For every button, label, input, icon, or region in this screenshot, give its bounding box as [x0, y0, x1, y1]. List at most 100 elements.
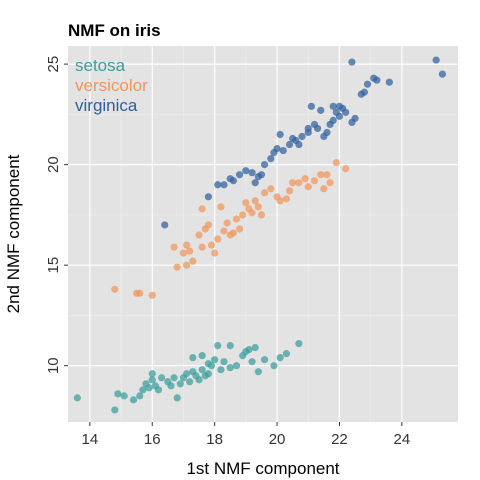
- point-versicolor: [189, 257, 197, 265]
- point-virginica: [220, 181, 228, 189]
- data-points: [73, 56, 446, 414]
- point-setosa: [251, 344, 259, 352]
- point-versicolor: [295, 179, 303, 187]
- point-setosa: [282, 350, 290, 358]
- point-setosa: [145, 384, 153, 392]
- point-virginica: [342, 108, 350, 116]
- point-versicolor: [207, 241, 216, 249]
- point-versicolor: [326, 179, 334, 187]
- y-tick-label: 10: [45, 357, 62, 374]
- point-virginica: [373, 76, 381, 84]
- point-virginica: [248, 169, 256, 177]
- legend-virginica: virginica: [75, 96, 138, 115]
- point-versicolor: [211, 249, 219, 257]
- point-virginica: [260, 161, 269, 169]
- point-versicolor: [229, 229, 237, 237]
- point-versicolor: [320, 185, 328, 193]
- point-versicolor: [342, 165, 350, 173]
- point-setosa: [154, 386, 163, 394]
- point-setosa: [204, 360, 212, 368]
- point-virginica: [279, 146, 287, 155]
- point-virginica: [360, 88, 368, 96]
- point-versicolor: [220, 227, 228, 235]
- point-virginica: [161, 221, 169, 229]
- legend-setosa: setosa: [75, 56, 126, 75]
- point-virginica: [335, 102, 344, 110]
- point-virginica: [329, 102, 337, 110]
- chart-title: NMF on iris: [68, 21, 161, 40]
- point-setosa: [148, 376, 156, 384]
- point-setosa: [167, 382, 175, 390]
- point-setosa: [173, 394, 181, 402]
- point-versicolor: [285, 187, 294, 195]
- point-virginica: [251, 179, 259, 187]
- point-versicolor: [289, 179, 297, 187]
- point-setosa: [254, 368, 262, 376]
- point-setosa: [220, 358, 228, 366]
- point-setosa: [276, 354, 284, 362]
- axis-ticks: 14 16 18 20 22 24 10 15 20 25: [45, 56, 410, 448]
- legend-versicolor: versicolor: [75, 76, 148, 95]
- point-setosa: [189, 354, 197, 362]
- point-versicolor: [282, 195, 290, 203]
- point-versicolor: [304, 183, 312, 191]
- point-virginica: [270, 148, 278, 157]
- point-versicolor: [232, 215, 241, 223]
- point-setosa: [158, 374, 166, 382]
- point-versicolor: [136, 289, 144, 297]
- point-setosa: [198, 352, 206, 360]
- point-setosa: [176, 380, 184, 388]
- point-versicolor: [173, 263, 181, 271]
- point-virginica: [295, 140, 303, 149]
- point-versicolor: [301, 175, 309, 183]
- point-versicolor: [182, 241, 191, 249]
- point-setosa: [136, 392, 144, 400]
- point-virginica: [298, 132, 306, 141]
- point-setosa: [214, 341, 222, 350]
- point-versicolor: [111, 285, 119, 293]
- point-versicolor: [323, 171, 331, 179]
- point-setosa: [295, 339, 303, 348]
- point-versicolor: [332, 159, 340, 167]
- point-virginica: [236, 171, 244, 179]
- point-virginica: [276, 130, 284, 139]
- point-versicolor: [204, 221, 212, 229]
- point-setosa: [120, 392, 128, 400]
- point-virginica: [285, 140, 294, 149]
- point-versicolor: [217, 203, 225, 211]
- point-virginica: [314, 124, 322, 133]
- x-tick-label: 18: [206, 431, 223, 448]
- point-versicolor: [254, 203, 262, 211]
- point-versicolor: [182, 261, 191, 269]
- point-virginica: [267, 154, 275, 163]
- point-virginica: [229, 177, 237, 185]
- point-setosa: [270, 362, 278, 370]
- point-setosa: [111, 406, 119, 414]
- point-virginica: [204, 193, 212, 201]
- point-virginica: [242, 167, 250, 175]
- point-virginica: [385, 78, 393, 86]
- point-setosa: [245, 346, 253, 354]
- point-virginica: [326, 120, 334, 129]
- point-virginica: [348, 58, 356, 66]
- point-versicolor: [248, 209, 256, 217]
- point-versicolor: [317, 171, 325, 179]
- point-virginica: [307, 102, 315, 110]
- point-versicolor: [170, 243, 178, 251]
- point-setosa: [260, 356, 269, 364]
- point-versicolor: [239, 211, 247, 219]
- point-virginica: [317, 106, 325, 114]
- point-setosa: [195, 376, 203, 384]
- x-tick-label: 22: [331, 431, 348, 448]
- point-versicolor: [236, 225, 244, 233]
- point-versicolor: [257, 211, 266, 219]
- point-virginica: [432, 56, 440, 64]
- point-setosa: [211, 356, 219, 364]
- point-versicolor: [195, 231, 203, 239]
- point-versicolor: [242, 199, 250, 207]
- point-virginica: [351, 114, 359, 122]
- point-versicolor: [198, 243, 206, 251]
- point-versicolor: [214, 235, 222, 243]
- point-setosa: [170, 374, 178, 382]
